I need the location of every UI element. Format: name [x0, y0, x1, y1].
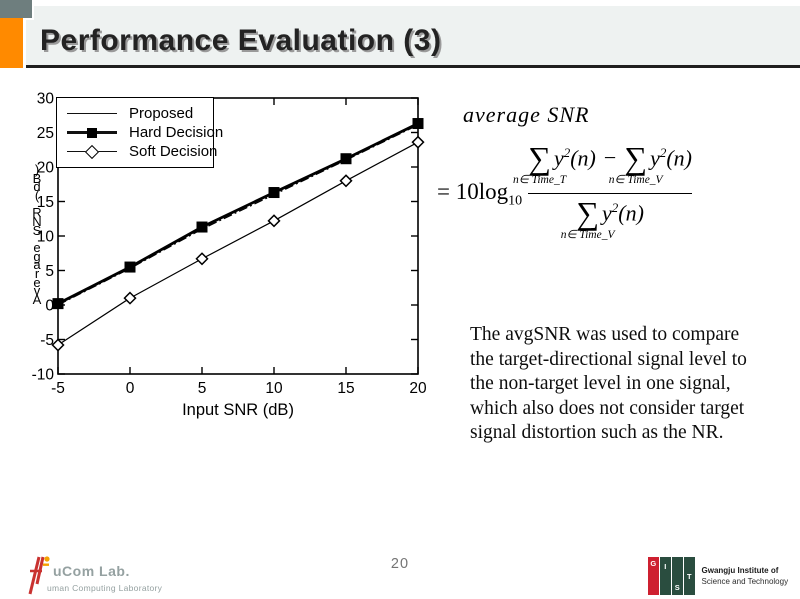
- hucom-name: uCom Lab.: [53, 563, 130, 579]
- text-line: the target-directional signal level to: [470, 348, 747, 370]
- text-line: which also does not consider target: [470, 397, 745, 419]
- chart-legend: Proposed Hard Decision Soft Decision: [56, 97, 223, 168]
- legend-item-proposed: Proposed: [67, 104, 207, 123]
- text-line: the non-target level in one signal,: [470, 373, 731, 395]
- legend-label: Proposed: [129, 105, 194, 122]
- gist-letter: I: [664, 562, 667, 571]
- page-title: Performance Evaluation (3): [40, 24, 442, 57]
- svg-text:30: 30: [37, 91, 55, 108]
- svg-text:-5: -5: [51, 380, 65, 397]
- gist-letter: T: [686, 572, 692, 581]
- sum-over-time-t: ∑ n∈ Time_T: [512, 140, 567, 186]
- sum-over-time-v: ∑ n∈ Time_V: [608, 140, 663, 186]
- fraction-denominator: ∑ n∈ Time_V y2(n): [560, 195, 644, 246]
- svg-text:15: 15: [337, 380, 354, 397]
- y-squared-term: y2(n): [553, 144, 596, 171]
- sigma-icon: ∑: [624, 140, 648, 176]
- gist-name-line1: Gwangju Institute of: [701, 566, 779, 575]
- y-squared-term: y2(n): [650, 144, 693, 171]
- legend-label: Soft Decision: [129, 143, 218, 160]
- header-gray-square: [0, 0, 34, 20]
- formula-fraction: ∑ n∈ Time_T y2(n) − ∑ n∈ Time_V y2(n) ∑: [512, 140, 693, 246]
- svg-text:15: 15: [37, 194, 54, 211]
- gist-letter: S: [674, 583, 680, 592]
- hucom-lab-logo: uCom Lab. uman Computing Laboratory: [26, 554, 196, 599]
- svg-text:Input SNR (dB): Input SNR (dB): [182, 401, 294, 419]
- legend-item-hard-decision: Hard Decision: [67, 123, 223, 142]
- gist-bars-icon: G I S T: [648, 557, 695, 595]
- svg-text:20: 20: [37, 160, 55, 177]
- svg-text:25: 25: [37, 125, 54, 142]
- y-squared-term: y2(n): [602, 199, 644, 226]
- sum-over-time-v: ∑ n∈ Time_V: [560, 195, 615, 241]
- snr-chart: -5 0 5 10 15 20 -10 -5 0 5 10 15 20 25 30 Input SNR (dB…: [28, 85, 438, 453]
- text-line: The avgSNR was used to compare: [470, 324, 740, 345]
- fraction-numerator: ∑ n∈ Time_T y2(n) − ∑ n∈ Time_V y2(n): [512, 140, 693, 191]
- header-band: [26, 6, 800, 68]
- header-orange-accent: [0, 18, 23, 68]
- svg-text:0: 0: [126, 380, 135, 397]
- minus-sign: −: [603, 145, 617, 170]
- gist-name-line2: Science and Technology: [701, 577, 789, 586]
- formula-label: average SNR: [463, 102, 590, 127]
- svg-text:0: 0: [45, 298, 54, 315]
- hucom-h-icon: [28, 556, 50, 595]
- proposed-line-icon: [67, 108, 117, 120]
- hucom-subtitle: uman Computing Laboratory: [47, 583, 163, 593]
- legend-label: Hard Decision: [129, 124, 224, 141]
- text-line: signal distortion such as the NR.: [470, 422, 724, 444]
- svg-text:5: 5: [45, 263, 54, 280]
- svg-text:-10: -10: [32, 367, 55, 384]
- gist-letter: G: [650, 559, 657, 568]
- svg-text:10: 10: [265, 380, 283, 397]
- fraction-bar: [528, 193, 693, 194]
- hard-decision-marker-icon: [67, 127, 117, 139]
- sigma-icon: ∑: [528, 140, 551, 176]
- soft-decision-marker-icon: [67, 144, 117, 159]
- legend-item-soft-decision: Soft Decision: [67, 142, 217, 161]
- page-number: 20: [390, 556, 410, 572]
- formula-equation: = 10log10 ∑ n∈ Time_T y2(n) − ∑ n∈ Time_…: [437, 142, 797, 246]
- gist-name: Gwangju Institute of Science and Technol…: [702, 566, 789, 586]
- svg-text:10: 10: [37, 229, 55, 246]
- svg-text:20: 20: [409, 380, 427, 397]
- formula-prefix: = 10log10: [437, 178, 523, 209]
- svg-text:-5: -5: [40, 332, 54, 349]
- svg-text:5: 5: [198, 380, 207, 397]
- description-text: The avgSNR was used to compare the targe…: [470, 323, 800, 446]
- avg-snr-formula: average SNR = 10log10 ∑ n∈ Time_T y2(n) …: [437, 102, 797, 246]
- gist-logo: G I S T Gwangju Institute of Science and…: [648, 557, 788, 595]
- sigma-icon: ∑: [576, 195, 600, 231]
